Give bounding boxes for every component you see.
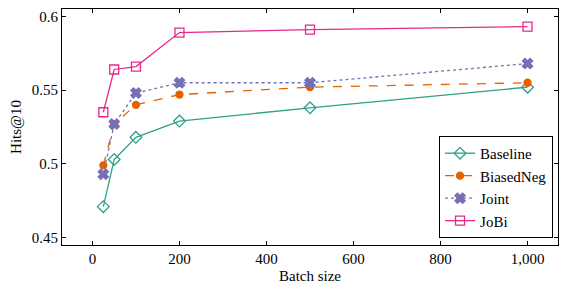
svg-text:0.55: 0.55 xyxy=(32,82,58,98)
svg-text:0: 0 xyxy=(89,251,97,267)
svg-text:Joint: Joint xyxy=(480,191,510,207)
svg-text:BiasedNeg: BiasedNeg xyxy=(480,169,546,185)
svg-text:1,000: 1,000 xyxy=(511,251,545,267)
svg-text:Hits@10: Hits@10 xyxy=(8,100,24,154)
svg-text:Baseline: Baseline xyxy=(480,146,532,162)
svg-text:0.6: 0.6 xyxy=(39,9,58,25)
svg-text:JoBi: JoBi xyxy=(480,214,508,230)
svg-text:600: 600 xyxy=(342,251,365,267)
svg-text:800: 800 xyxy=(429,251,452,267)
svg-text:200: 200 xyxy=(168,251,191,267)
svg-text:0.5: 0.5 xyxy=(39,156,58,172)
svg-text:Batch size: Batch size xyxy=(279,268,341,284)
svg-text:400: 400 xyxy=(255,251,278,267)
svg-text:0.45: 0.45 xyxy=(32,230,58,246)
